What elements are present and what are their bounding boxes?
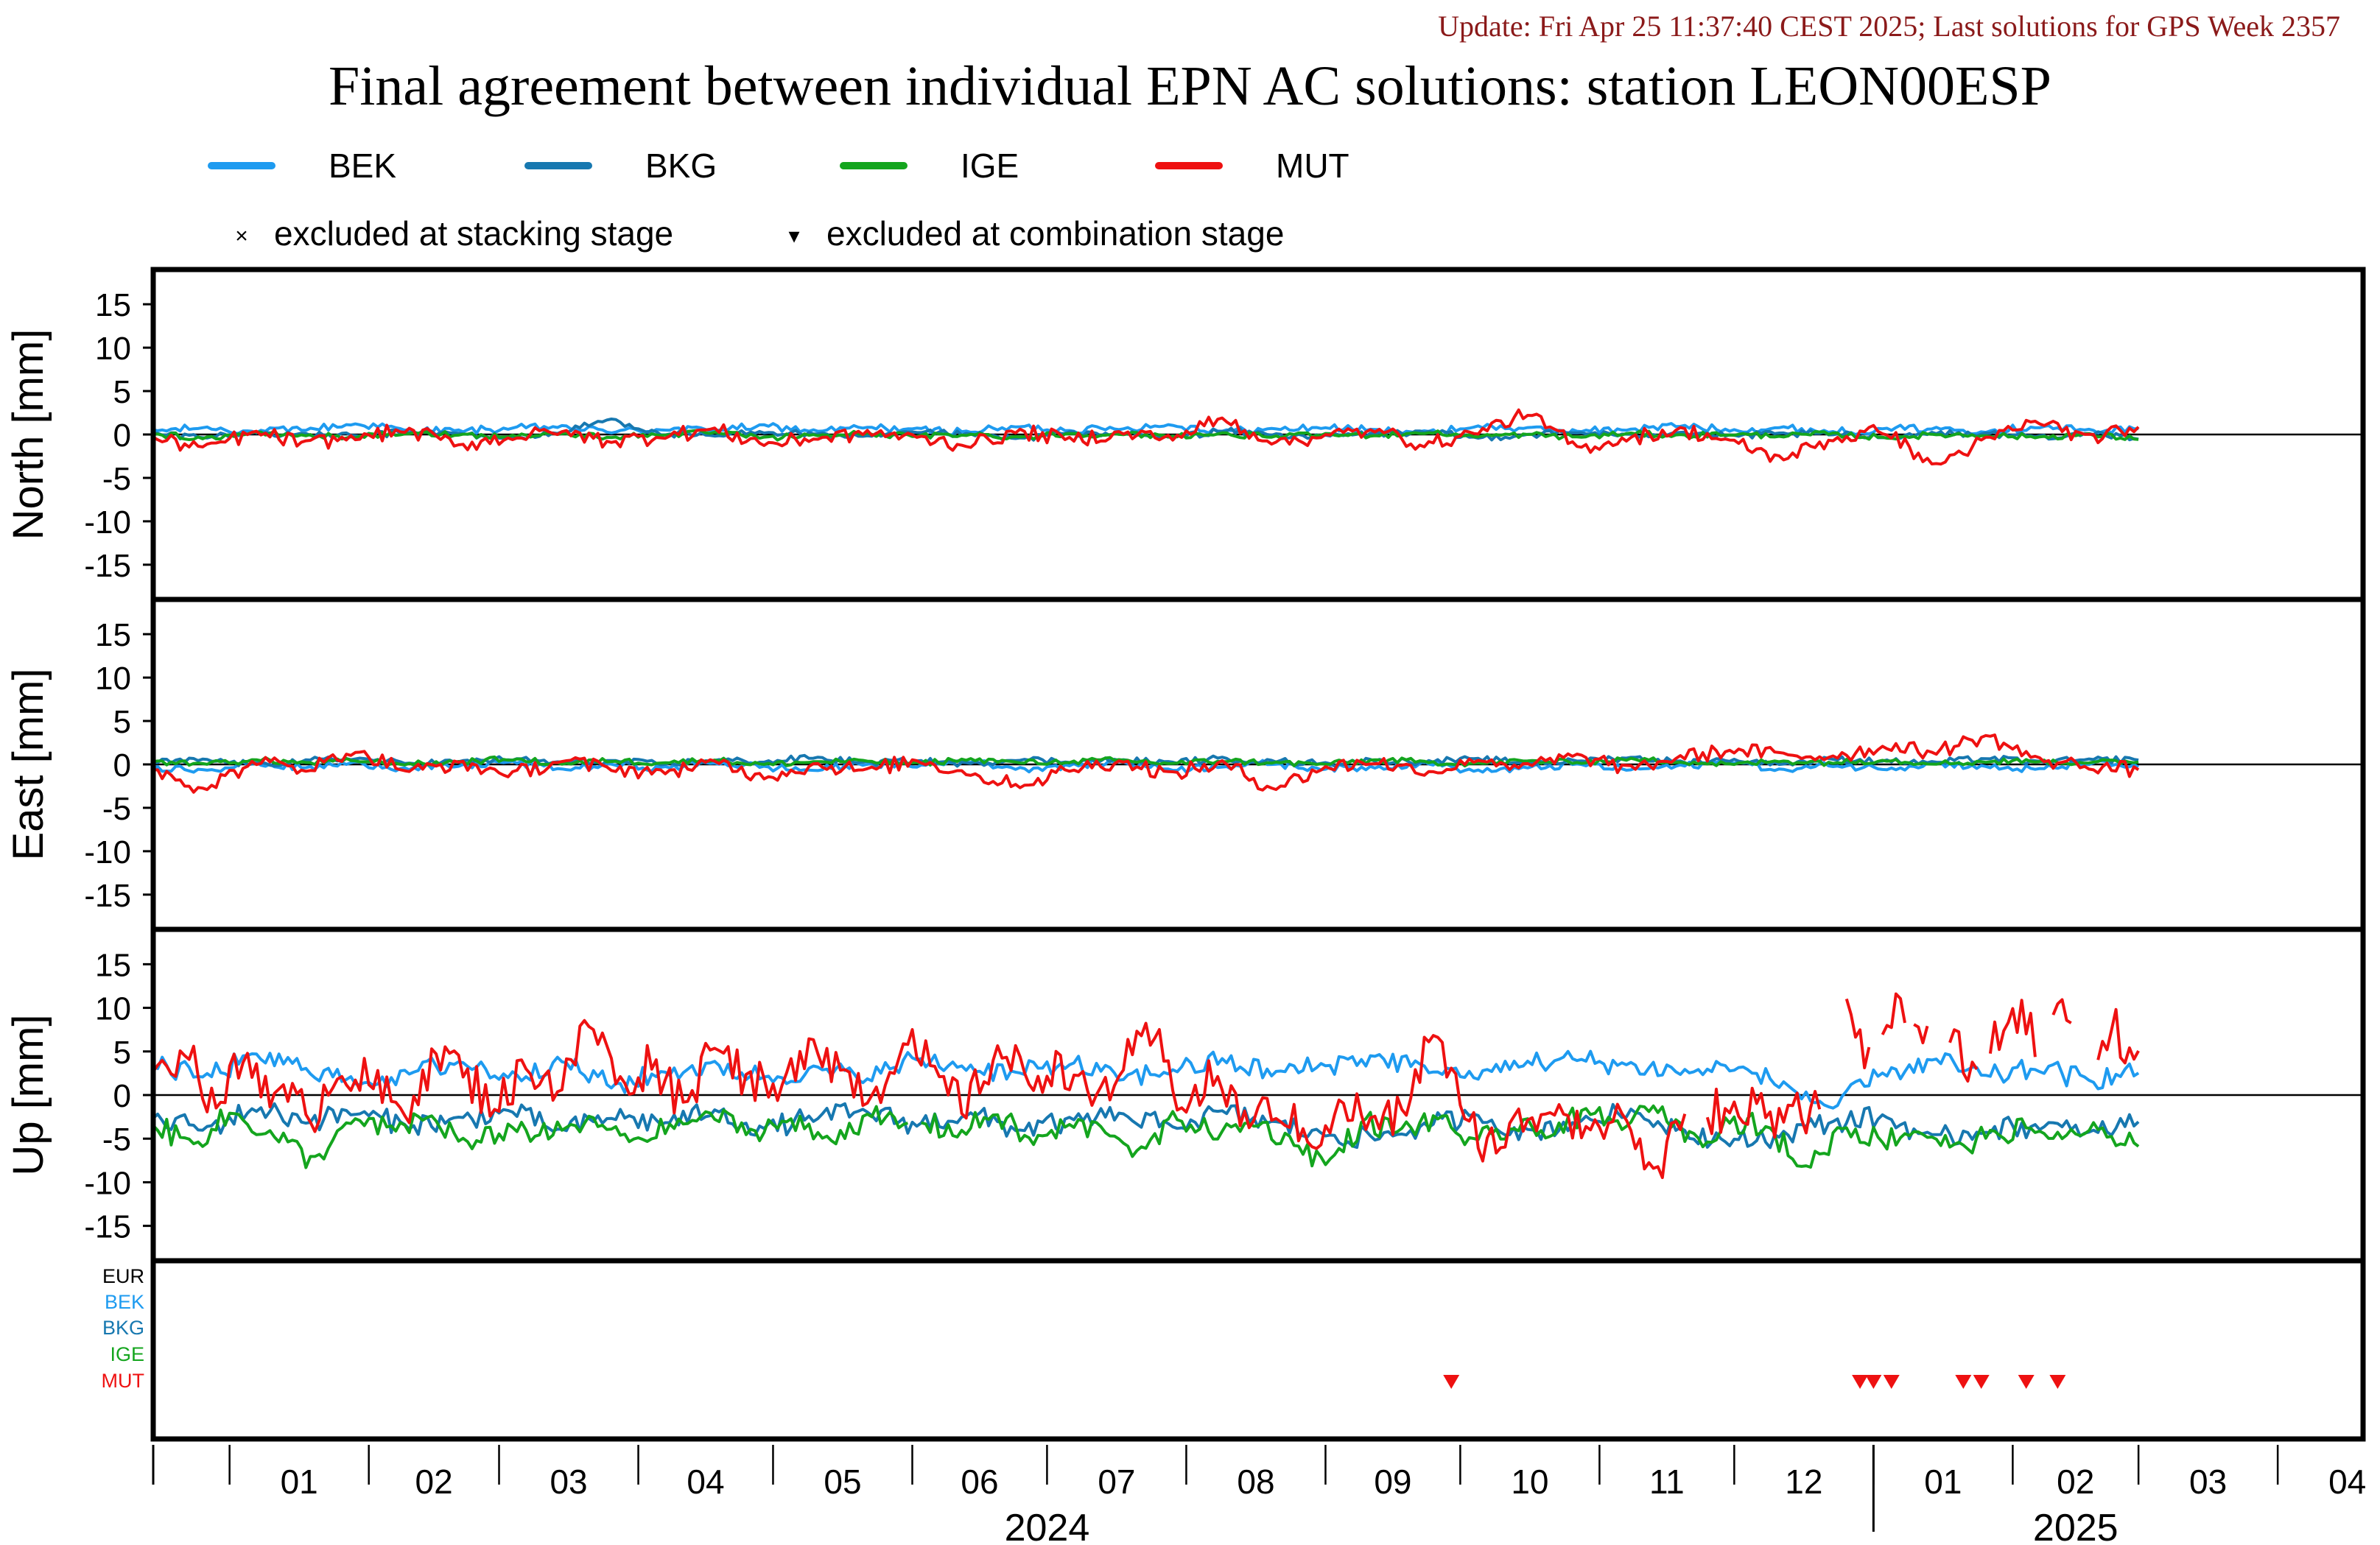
series-line-ige	[152, 429, 2139, 442]
legend-excluded-combination-label: excluded at combination stage	[826, 214, 1285, 253]
series-line-ige	[921, 1104, 2140, 1169]
series-line-mut	[2051, 998, 2072, 1024]
legend-excluded-stacking: × excluded at stacking stage	[227, 214, 673, 253]
y-tick-label: -10	[84, 1165, 131, 1201]
series-line-mut	[1881, 992, 1906, 1035]
y-tick-label: 5	[113, 704, 131, 740]
exclusion-marker-triangle	[1883, 1375, 1900, 1389]
series-line-mut	[152, 408, 2140, 466]
cross-marker-icon: ×	[235, 223, 248, 248]
x-tick-label: 08	[1237, 1463, 1274, 1501]
series-line-bek	[152, 1049, 2140, 1110]
exclusion-row-label: BEK	[105, 1291, 144, 1313]
update-timestamp: Update: Fri Apr 25 11:37:40 CEST 2025; L…	[1438, 10, 2340, 43]
exclusion-marker-triangle	[1955, 1375, 1972, 1389]
legend-label-mut: MUT	[1276, 147, 1349, 185]
exclusion-marker-triangle	[1973, 1375, 1990, 1389]
x-tick-label: 10	[1511, 1463, 1548, 1501]
chart-title: Final agreement between individual EPN A…	[329, 55, 2051, 117]
x-tick-label: 01	[281, 1463, 318, 1501]
y-tick-label: 10	[95, 331, 131, 367]
y-tick-label: 15	[95, 287, 131, 323]
series-line-mut	[1844, 998, 1871, 1069]
exclusion-row-label: IGE	[110, 1343, 144, 1365]
y-axis-label: East [mm]	[4, 668, 52, 860]
x-tick-label: 09	[1374, 1463, 1411, 1501]
y-tick-label: -15	[84, 548, 131, 584]
x-tick-label: 02	[415, 1463, 453, 1501]
legend-excluded-stacking-label: excluded at stacking stage	[274, 214, 674, 253]
x-year-label: 2024	[1005, 1507, 1090, 1545]
y-tick-label: -10	[84, 504, 131, 541]
y-tick-label: 15	[95, 947, 131, 983]
legend-swatch-ige	[840, 162, 908, 169]
series-line-mut	[1988, 999, 2037, 1057]
exclusion-marker-triangle	[2049, 1375, 2066, 1389]
exclusion-row-label: BKG	[102, 1317, 144, 1339]
x-tick-label: 05	[824, 1463, 861, 1501]
legend-swatch-bek	[208, 162, 275, 169]
series-line-mut	[153, 733, 2140, 794]
legend-label-ige: IGE	[961, 147, 1019, 185]
x-tick-label: 03	[550, 1463, 587, 1501]
x-tick-label: 03	[2189, 1463, 2227, 1501]
series-line-mut	[152, 1018, 1687, 1180]
y-axis-label: Up [mm]	[4, 1014, 52, 1175]
x-tick-label: 02	[2057, 1463, 2094, 1501]
x-tick-label: 06	[961, 1463, 998, 1501]
exclusion-row-label: MUT	[102, 1370, 144, 1392]
series-line-mut	[1913, 1023, 1929, 1045]
exclusion-marker-triangle	[2018, 1375, 2035, 1389]
y-tick-label: 15	[95, 617, 131, 653]
triangle-marker-icon: ▾	[788, 224, 800, 249]
exclusion-marker-triangle	[1852, 1375, 1869, 1389]
legend-label-bkg: BKG	[645, 147, 717, 185]
y-tick-label: 5	[113, 374, 131, 410]
exclusion-row-label: EUR	[102, 1265, 144, 1287]
y-tick-label: 10	[95, 991, 131, 1027]
exclusion-marker-triangle	[1443, 1375, 1460, 1389]
x-tick-label: 11	[1649, 1463, 1685, 1501]
series-line-mut	[2096, 1007, 2140, 1065]
y-tick-label: 0	[113, 418, 131, 454]
legend-label-bek: BEK	[329, 147, 397, 185]
x-tick-label: 04	[2328, 1463, 2366, 1501]
x-tick-label: 01	[1924, 1463, 1962, 1501]
x-year-label: 2025	[2033, 1507, 2119, 1545]
series-line-mut	[1705, 1086, 1822, 1139]
x-tick-label: 07	[1098, 1463, 1135, 1501]
x-tick-label: 04	[687, 1463, 724, 1501]
y-tick-label: 5	[113, 1035, 131, 1071]
series-line-mut	[1948, 1028, 1979, 1083]
legend-swatch-mut	[1155, 162, 1223, 169]
exclusion-marker-triangle	[1865, 1375, 1882, 1389]
y-tick-label: 0	[113, 747, 131, 784]
legend-swatch-bkg	[524, 162, 592, 169]
series-line-bek	[152, 758, 2140, 774]
y-tick-label: -10	[84, 834, 131, 870]
y-tick-label: -15	[84, 878, 131, 914]
series-line-ige	[152, 1105, 909, 1169]
legend-excluded-combination: ▾ excluded at combination stage	[779, 214, 1284, 253]
y-tick-label: -5	[102, 1122, 131, 1158]
y-axis-label: North [mm]	[4, 329, 52, 541]
y-tick-label: 10	[95, 661, 131, 697]
y-tick-label: -15	[84, 1209, 131, 1245]
y-tick-label: -5	[102, 791, 131, 827]
y-tick-label: -5	[102, 461, 131, 497]
y-tick-label: 0	[113, 1078, 131, 1114]
exclusion-panel-frame	[150, 1258, 2366, 1442]
x-tick-label: 12	[1785, 1463, 1822, 1501]
